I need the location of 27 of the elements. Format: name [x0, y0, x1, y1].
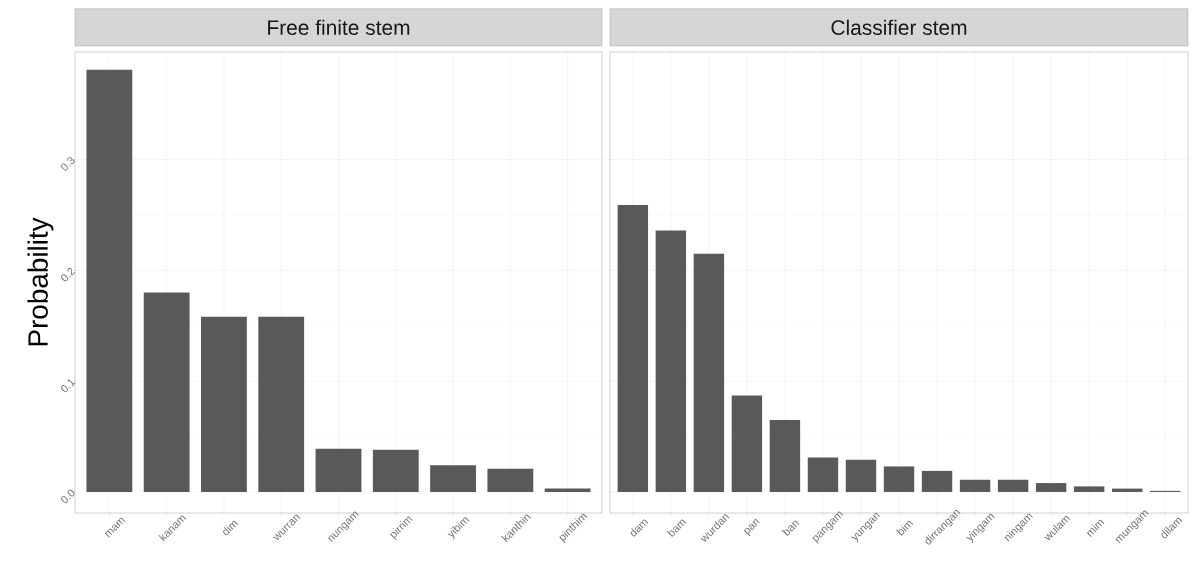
y-tick-label: 0.2	[61, 267, 76, 282]
x-tick-label: dim	[223, 520, 239, 536]
x-tick-label: dam	[630, 519, 649, 537]
x-tick-label: bim	[896, 520, 914, 536]
bar	[617, 204, 649, 492]
bar	[997, 479, 1029, 492]
y-tick-label: 0.1	[61, 379, 76, 393]
bar	[1073, 486, 1105, 492]
x-tick-label: ban	[781, 520, 800, 537]
bar	[731, 395, 763, 492]
x-tick-label: bam	[666, 519, 687, 538]
bar	[959, 479, 991, 492]
chart-title: Free finite stem	[268, 19, 410, 35]
x-tick-label: mim	[1086, 519, 1105, 537]
bar	[693, 253, 725, 492]
chart-title: Classifier stem	[831, 19, 967, 35]
y-axis-title: Probability	[27, 217, 54, 346]
bar	[655, 230, 687, 492]
y-tick-label: 0.0	[61, 489, 75, 503]
y-tick-label: 0.3	[61, 156, 75, 171]
bar	[845, 459, 877, 492]
bar	[1035, 483, 1067, 492]
bar	[807, 457, 839, 492]
bar	[921, 470, 953, 492]
x-tick-label: pan	[743, 519, 760, 537]
bar	[769, 419, 801, 492]
bar	[883, 466, 915, 492]
